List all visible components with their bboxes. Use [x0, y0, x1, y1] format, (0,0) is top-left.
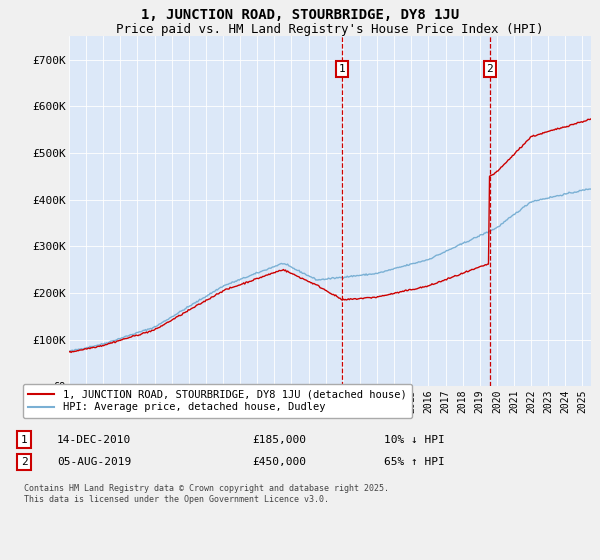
- Text: 2: 2: [487, 64, 493, 74]
- Text: 05-AUG-2019: 05-AUG-2019: [57, 457, 131, 467]
- Text: 10% ↓ HPI: 10% ↓ HPI: [384, 435, 445, 445]
- Text: £185,000: £185,000: [252, 435, 306, 445]
- Legend: 1, JUNCTION ROAD, STOURBRIDGE, DY8 1JU (detached house), HPI: Average price, det: 1, JUNCTION ROAD, STOURBRIDGE, DY8 1JU (…: [23, 384, 412, 418]
- Text: Contains HM Land Registry data © Crown copyright and database right 2025.
This d: Contains HM Land Registry data © Crown c…: [24, 484, 389, 504]
- Text: 2: 2: [20, 457, 28, 467]
- Text: 65% ↑ HPI: 65% ↑ HPI: [384, 457, 445, 467]
- Text: £450,000: £450,000: [252, 457, 306, 467]
- Text: 1: 1: [20, 435, 28, 445]
- Text: 14-DEC-2010: 14-DEC-2010: [57, 435, 131, 445]
- Title: Price paid vs. HM Land Registry's House Price Index (HPI): Price paid vs. HM Land Registry's House …: [116, 24, 544, 36]
- Text: 1, JUNCTION ROAD, STOURBRIDGE, DY8 1JU: 1, JUNCTION ROAD, STOURBRIDGE, DY8 1JU: [141, 8, 459, 22]
- Text: 1: 1: [339, 64, 346, 74]
